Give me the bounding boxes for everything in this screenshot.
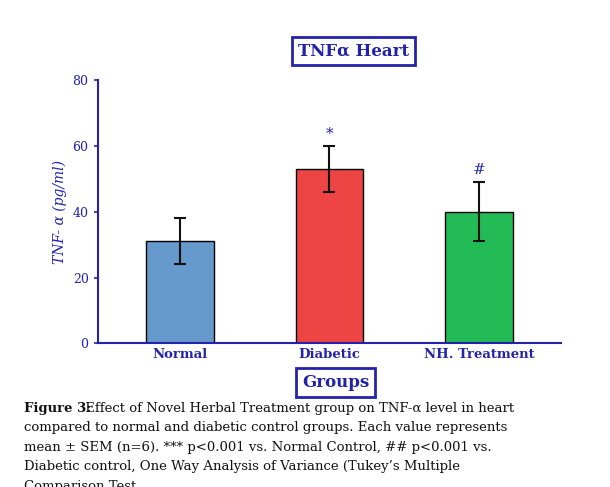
Text: Figure 3:: Figure 3: [24, 402, 92, 415]
Bar [445, 212, 512, 343]
Text: Comparison Test.: Comparison Test. [24, 480, 141, 487]
Text: mean ± SEM (n=6). *** p<0.001 vs. Normal Control, ## p<0.001 vs.: mean ± SEM (n=6). *** p<0.001 vs. Normal… [24, 441, 492, 454]
Text: TNFα Heart: TNFα Heart [298, 43, 409, 59]
Bar [296, 169, 363, 343]
Text: #: # [473, 163, 486, 177]
Text: Effect of Novel Herbal Treatment group on TNF-α level in heart: Effect of Novel Herbal Treatment group o… [81, 402, 514, 415]
Text: Diabetic control, One Way Analysis of Variance (Tukey’s Multiple: Diabetic control, One Way Analysis of Va… [24, 460, 461, 473]
Text: compared to normal and diabetic control groups. Each value represents: compared to normal and diabetic control … [24, 421, 508, 434]
Text: Groups: Groups [302, 374, 369, 391]
Text: *: * [326, 127, 333, 141]
Y-axis label: TNF- α (pg/ml): TNF- α (pg/ml) [52, 160, 67, 264]
Bar [146, 242, 214, 343]
